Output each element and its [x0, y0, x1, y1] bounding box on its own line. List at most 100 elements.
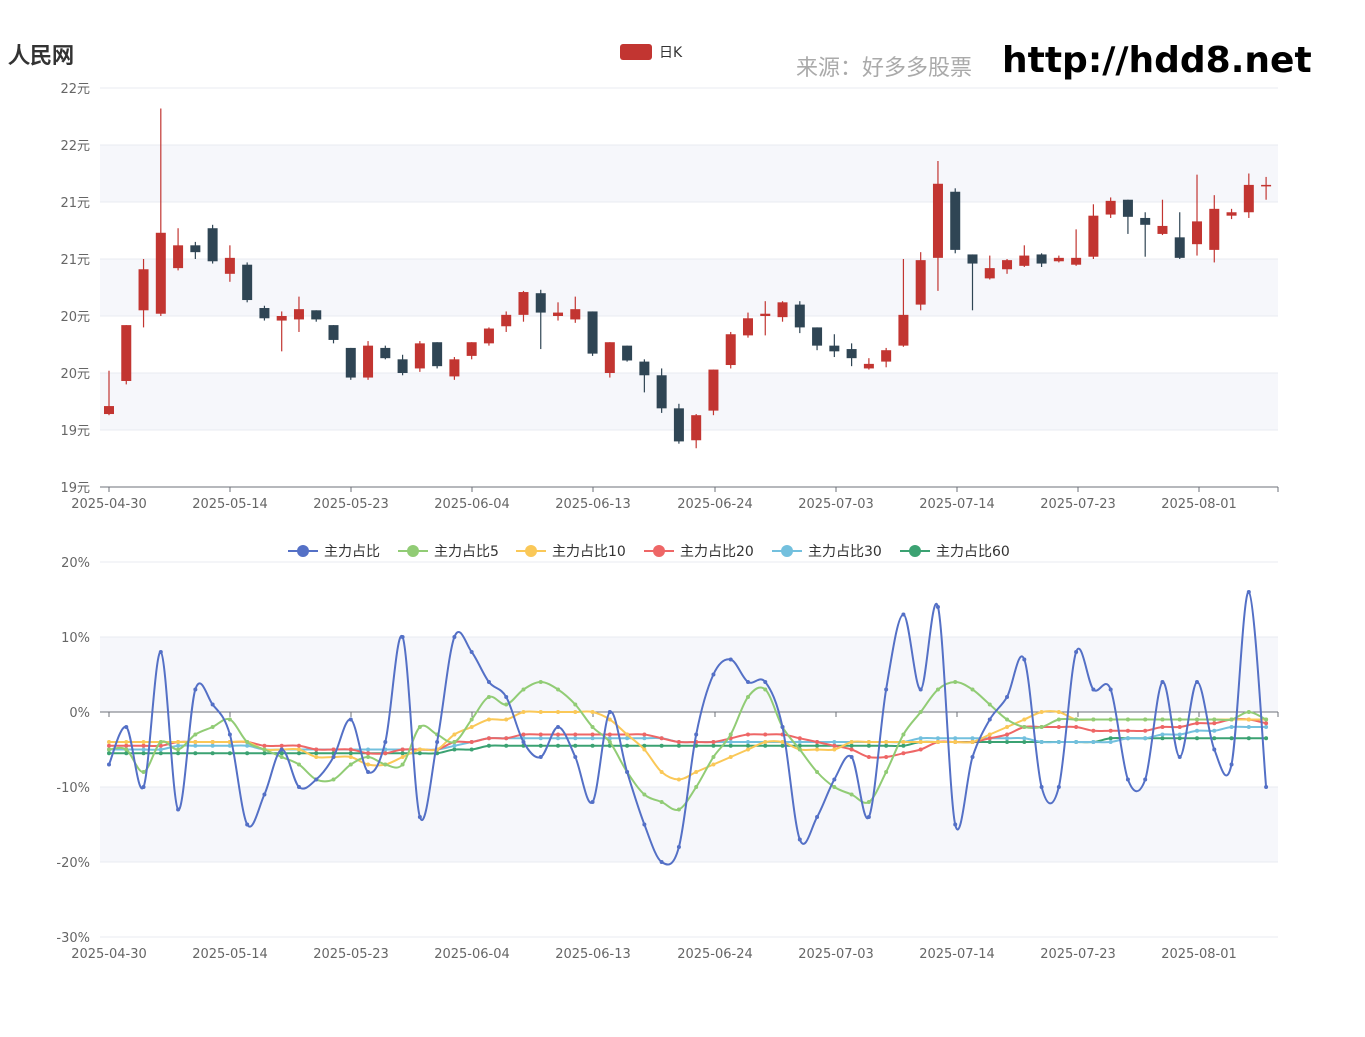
l-series-point — [1022, 725, 1027, 729]
k-x-axis: 2025-04-30 2025-05-14 2025-05-23 2025-06-04… — [71, 486, 1279, 512]
l-series-point — [1264, 785, 1269, 789]
l-series-point — [158, 650, 163, 654]
l-series-point — [970, 687, 975, 692]
l-series-point — [331, 751, 336, 756]
l-series-point — [642, 736, 647, 741]
candle-body — [1243, 184, 1254, 213]
candle — [984, 255, 995, 280]
k-y-tick-label: 20元 — [60, 310, 90, 325]
k-x-tick-label: 2025-07-14 — [919, 497, 995, 512]
l-series-point — [210, 740, 215, 744]
l-series-point — [987, 736, 992, 741]
l-legend-item[interactable]: 主力占比5 — [398, 544, 499, 560]
l-series-point — [987, 717, 992, 722]
l-series-point — [176, 751, 181, 756]
l-series-point — [556, 743, 561, 748]
l-y-tick-label: 20% — [61, 556, 90, 571]
l-series-point — [348, 747, 353, 752]
k-legend[interactable]: 日K — [620, 44, 683, 61]
l-series-point — [435, 747, 440, 752]
l-series-point — [970, 740, 975, 744]
candle — [553, 302, 564, 321]
l-series-point — [1246, 717, 1251, 722]
candle-body — [1192, 221, 1203, 245]
candle-body — [173, 245, 184, 269]
l-series-point — [366, 770, 371, 774]
candle-body — [138, 269, 149, 311]
l-series-line — [107, 736, 1269, 756]
l-series-point — [832, 743, 837, 748]
l-series-point — [1246, 725, 1251, 729]
l-series-point — [314, 777, 319, 782]
l-series-point — [780, 732, 785, 737]
l-legend-item[interactable]: 主力占比30 — [772, 544, 882, 560]
k-y-tick-label: 19元 — [60, 481, 90, 496]
l-series-point — [1125, 728, 1130, 733]
l-series-point — [849, 743, 854, 748]
l-series-point — [694, 785, 699, 789]
l-series-point — [314, 747, 319, 752]
l-series-point — [504, 736, 509, 741]
l-series-point — [901, 612, 906, 617]
l-series-point — [866, 740, 871, 744]
l-series-point — [348, 747, 353, 752]
candle-body — [1088, 215, 1099, 257]
l-y-tick-label: 0% — [69, 706, 90, 721]
candle — [691, 414, 702, 449]
l-series-point — [797, 740, 802, 744]
l-series-point — [901, 732, 906, 737]
l-series-point — [245, 822, 250, 827]
candle-body — [104, 406, 114, 415]
l-series-point — [435, 747, 440, 752]
candle — [881, 347, 892, 368]
l-series-point — [676, 845, 681, 849]
l-series-point — [607, 717, 612, 722]
l-legend-item[interactable]: 主力占比60 — [900, 544, 1010, 560]
l-series-point — [1160, 717, 1165, 722]
l-series-point — [245, 751, 250, 756]
l-series-point — [711, 743, 716, 748]
candle — [173, 228, 184, 271]
l-series-point — [1143, 717, 1148, 722]
l-series-point — [279, 747, 284, 752]
l-series-point — [1091, 687, 1096, 692]
candle-body — [466, 342, 477, 356]
l-series-point — [884, 770, 889, 774]
l-series-point — [659, 770, 664, 774]
l-series-point — [676, 777, 681, 782]
l-series-point — [590, 800, 595, 804]
k-y-tick-label: 22元 — [60, 82, 90, 97]
l-legend-item[interactable]: 主力占比10 — [516, 544, 626, 560]
l-series-point — [107, 740, 111, 744]
l-series-point — [400, 747, 405, 752]
l-series-path — [108, 710, 1267, 781]
l-series-point — [210, 751, 215, 756]
l-series-point — [417, 747, 422, 752]
l-series-point — [383, 762, 388, 767]
candle — [224, 245, 235, 282]
k-grid-band — [100, 373, 1278, 430]
candle-body — [483, 328, 494, 344]
l-series-point — [262, 792, 267, 797]
l-series-point — [279, 743, 284, 748]
l-series-point — [625, 770, 630, 774]
l-series-point — [1143, 717, 1148, 722]
l-series-point — [348, 751, 353, 756]
l-legend-item[interactable]: 主力占比 — [288, 544, 380, 560]
candle-body — [1261, 184, 1272, 187]
l-series-point — [1125, 717, 1130, 722]
l-series-point — [849, 740, 854, 744]
l-series-point — [262, 743, 267, 748]
l-legend[interactable]: 主力占比 主力占比5 主力占比10 主力占比20 主力占比30 主力占比60 — [288, 544, 1010, 560]
site-url[interactable]: http://hdd8.net — [1002, 40, 1312, 81]
candle — [121, 325, 132, 385]
l-series-point — [935, 740, 940, 744]
l-series-point — [763, 680, 768, 684]
l-series-point — [193, 740, 198, 744]
l-series-point — [1143, 728, 1148, 733]
candle-body — [708, 369, 719, 411]
l-series-point — [1246, 717, 1251, 722]
l-series-point — [176, 740, 181, 744]
l-series-point — [1022, 740, 1027, 744]
l-legend-item[interactable]: 主力占比20 — [644, 544, 754, 560]
